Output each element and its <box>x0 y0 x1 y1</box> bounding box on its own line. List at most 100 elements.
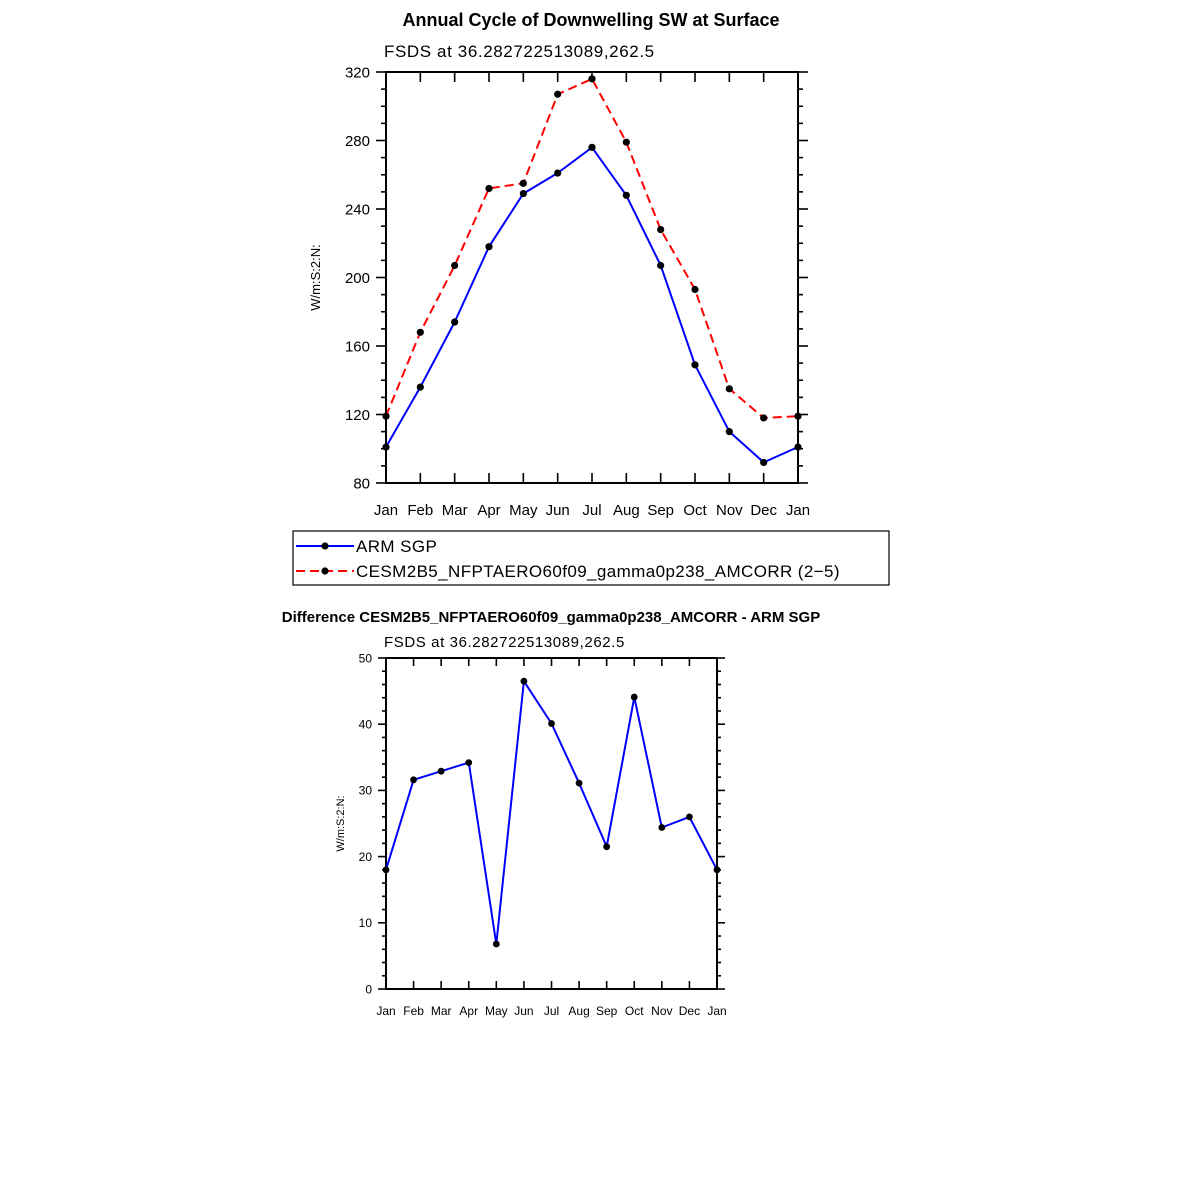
diff-x-tick-label: Jun <box>514 1004 533 1018</box>
cycle-data-point <box>622 138 630 146</box>
diff-x-ticks <box>385 658 718 989</box>
cycle-y-tick-label: 280 <box>345 133 370 150</box>
cycle-data-point <box>451 261 459 270</box>
cycle-data-point <box>382 412 390 420</box>
diff-data-point <box>603 843 611 851</box>
diff-data-point <box>492 940 500 948</box>
cycle-x-tick-label: Dec <box>750 502 777 519</box>
diff-data-point <box>713 866 721 874</box>
cycle-data-point <box>451 318 459 326</box>
diff-x-tick-label: Jan <box>376 1004 395 1018</box>
diff-data-point <box>575 779 583 787</box>
cycle-x-tick-label: Sep <box>647 502 674 519</box>
legend-swatch-marker <box>321 542 329 550</box>
cycle-data-point <box>657 225 665 234</box>
diff-data-point <box>410 776 417 784</box>
cycle-data-point <box>554 169 562 177</box>
diff-data-point <box>465 759 473 766</box>
diff-x-tick-label: Apr <box>459 1004 478 1018</box>
diff-x-tick-label: Aug <box>568 1004 589 1018</box>
cycle-data-point <box>485 243 493 251</box>
diff-data-point <box>437 767 445 775</box>
diff-data-point <box>658 824 666 831</box>
cycle-data-point <box>657 261 665 270</box>
cycle-data-point <box>725 428 733 436</box>
cycle-data-point <box>794 443 802 451</box>
cycle-x-tick-label: Jan <box>786 502 810 519</box>
cycle-x-tick-label: Jan <box>374 502 398 519</box>
cycle-title: Annual Cycle of Downwelling SW at Surfac… <box>402 10 779 30</box>
cycle-y-tick-label: 240 <box>345 201 370 218</box>
diff-subtitle: FSDS at 36.282722513089,262.5 <box>384 634 625 651</box>
legend-entry-label: CESM2B5_NFPTAERO60f09_gamma0p238_AMCORR … <box>356 562 840 581</box>
cycle-data-point <box>588 75 596 83</box>
cycle-x-tick-label: Mar <box>442 502 468 519</box>
cycle-data-point <box>588 143 596 151</box>
cycle-x-tick-label: Apr <box>477 502 500 519</box>
cycle-data-point <box>725 385 733 393</box>
diff-y-tick-label: 10 <box>359 916 373 930</box>
diff-x-tick-label: Feb <box>403 1004 424 1018</box>
diff-x-tick-label: Jan <box>707 1004 726 1018</box>
diff-y-tick-label: 0 <box>365 982 372 996</box>
cycle-x-tick-label: Aug <box>613 502 640 519</box>
cycle-y-axis-label: W/m:S:2:N: <box>308 244 323 310</box>
cycle-data-point <box>622 191 630 199</box>
diff-x-tick-label: Sep <box>596 1004 618 1018</box>
diff-y-ticks <box>378 657 725 990</box>
diff-y-tick-label: 20 <box>359 850 373 864</box>
diff-series-markers-1 <box>382 677 721 948</box>
cycle-series-line-2 <box>385 77 799 419</box>
diff-x-tick-label: Jul <box>544 1004 559 1018</box>
cycle-data-point <box>416 328 424 336</box>
cycle-data-point <box>519 179 527 187</box>
cycle-data-point <box>760 414 768 422</box>
cycle-x-tick-label: Feb <box>407 502 433 519</box>
diff-x-tick-label: Mar <box>431 1004 452 1018</box>
diff-data-point <box>630 693 638 701</box>
cycle-y-tick-label: 200 <box>345 270 370 287</box>
cycle-data-point <box>554 90 562 98</box>
cycle-x-tick-label: Jul <box>582 502 601 519</box>
diff-y-axis-label: W/m:S:2:N: <box>335 795 347 851</box>
legend-swatch-marker <box>321 567 329 575</box>
cycle-data-point <box>760 458 768 467</box>
cycle-data-point <box>519 189 527 198</box>
diff-plot-frame <box>385 657 718 990</box>
cycle-data-point <box>691 285 699 294</box>
cycle-series-line-1 <box>385 146 799 464</box>
diff-y-tick-label: 30 <box>359 784 373 798</box>
cycle-y-tick-label: 80 <box>353 475 370 492</box>
diff-y-tick-label: 50 <box>359 651 373 665</box>
cycle-data-point <box>485 184 493 193</box>
diff-x-tick-label: Nov <box>651 1004 672 1018</box>
diff-title: Difference CESM2B5_NFPTAERO60f09_gamma0p… <box>282 609 820 626</box>
diff-x-tick-label: Oct <box>625 1004 644 1018</box>
cycle-legend: ARM SGP CESM2B5_NFPTAERO60f09_gamma0p238_… <box>292 530 890 586</box>
diff-data-point <box>382 866 390 874</box>
cycle-subtitle: FSDS at 36.282722513089,262.5 <box>384 42 655 61</box>
cycle-x-tick-label: Nov <box>716 502 743 519</box>
diff-data-point <box>686 813 693 821</box>
legend-box <box>292 530 890 586</box>
legend-entry-label: ARM SGP <box>356 537 437 556</box>
cycle-series-markers-2 <box>382 75 802 422</box>
cycle-data-point <box>691 361 699 369</box>
cycle-data-point <box>416 383 424 391</box>
cycle-data-point <box>794 412 802 420</box>
cycle-x-tick-label: Oct <box>683 502 707 519</box>
diff-x-tick-label: Dec <box>679 1004 700 1018</box>
cycle-y-tick-label: 160 <box>345 338 370 355</box>
cycle-chart: Annual Cycle of Downwelling SW at Surfac… <box>292 10 890 586</box>
cycle-y-tick-label: 120 <box>345 407 370 424</box>
cycle-x-tick-label: May <box>509 502 538 519</box>
diff-y-tick-label: 40 <box>359 718 373 732</box>
cycle-plot-frame <box>385 71 799 484</box>
cycle-data-point <box>382 443 390 451</box>
cycle-y-ticks <box>376 71 808 484</box>
diff-data-point <box>520 677 528 685</box>
diff-chart: Difference CESM2B5_NFPTAERO60f09_gamma0p… <box>282 609 820 1018</box>
cycle-series-markers-1 <box>382 143 802 467</box>
cycle-x-tick-label: Jun <box>546 502 570 519</box>
